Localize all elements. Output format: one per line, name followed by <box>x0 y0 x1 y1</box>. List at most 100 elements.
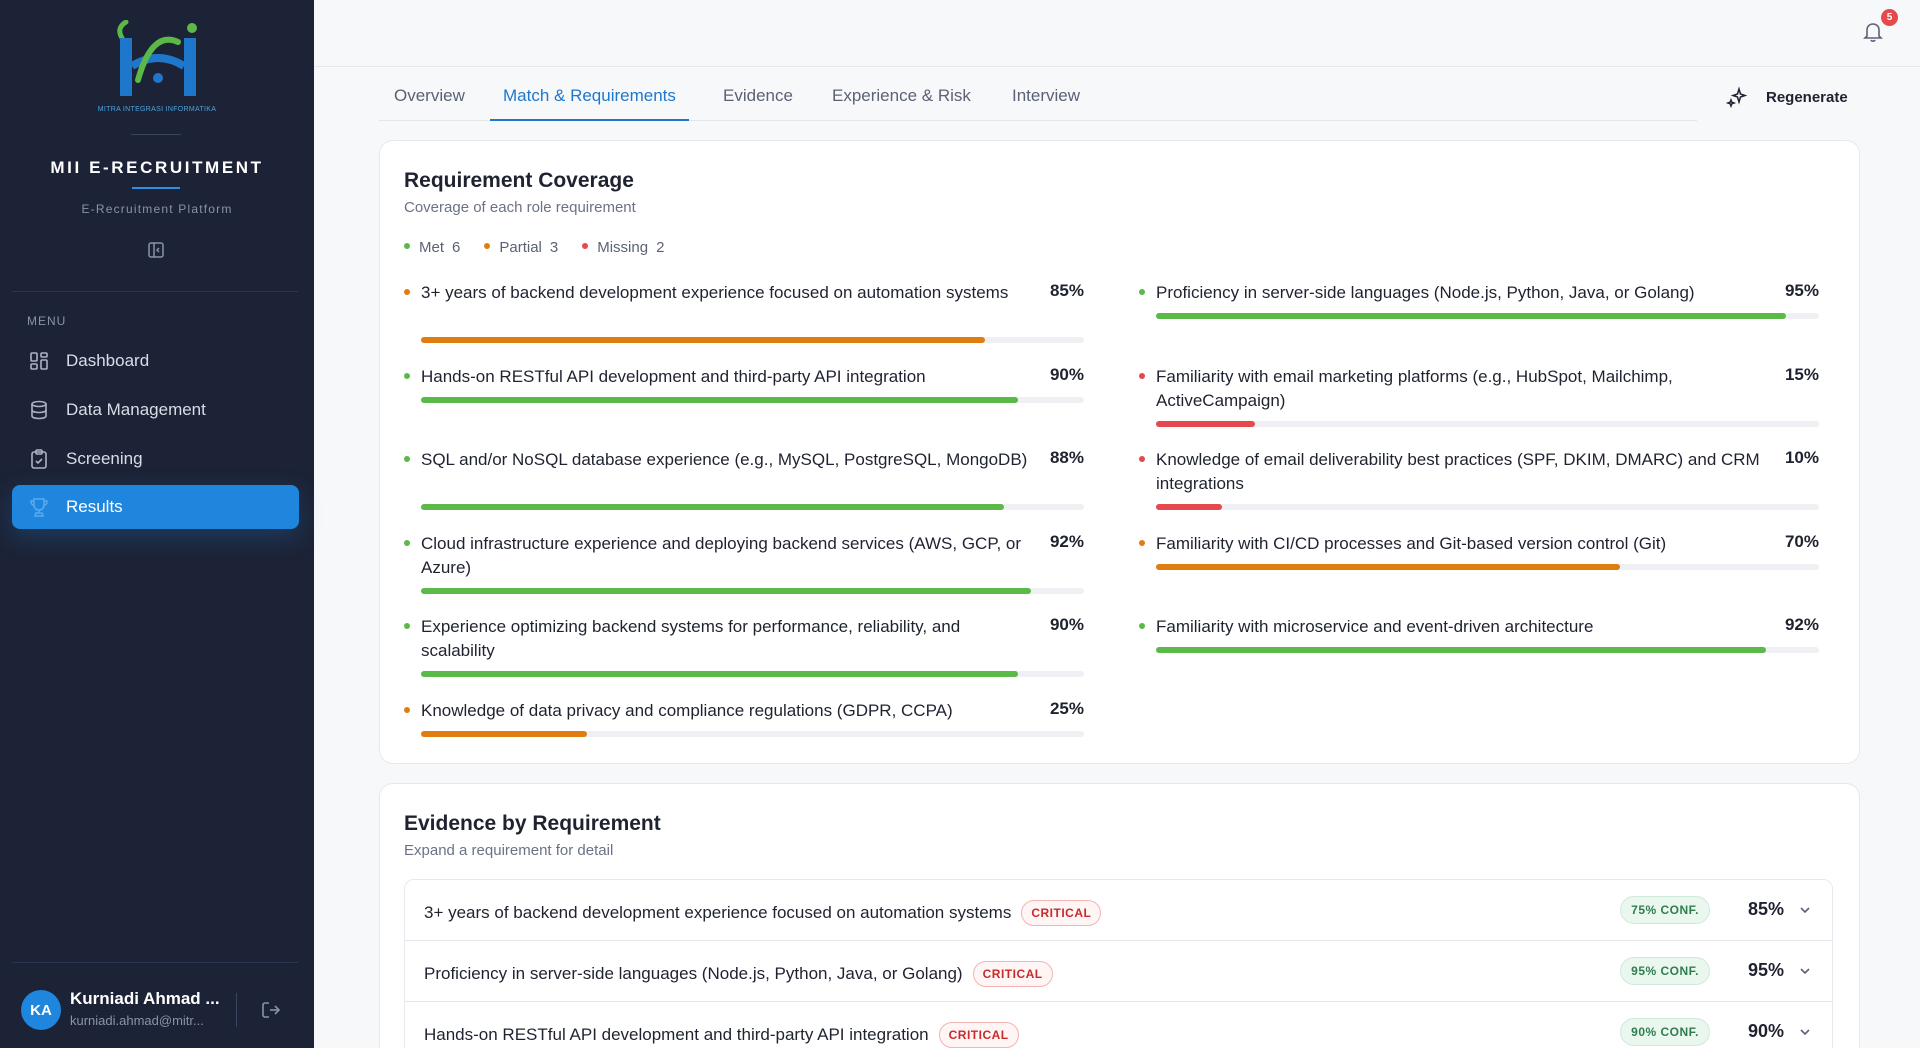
requirement-text: Proficiency in server-side languages (No… <box>1156 283 1695 302</box>
tab-match-requirements[interactable]: Match & Requirements <box>490 76 689 121</box>
status-dot <box>1139 373 1145 379</box>
sidebar-item-data-management[interactable]: Data Management <box>12 388 299 432</box>
status-dot <box>404 456 410 462</box>
progress-fill <box>421 588 1031 594</box>
card-title: Requirement Coverage <box>404 169 634 192</box>
confidence-badge: 95% CONF. <box>1620 957 1710 985</box>
logout-icon[interactable] <box>260 999 282 1021</box>
requirement-percent: 90% <box>1049 615 1084 634</box>
requirement-text: Cloud infrastructure experience and depl… <box>421 534 1022 577</box>
sidebar-item-label: Dashboard <box>66 351 150 370</box>
evidence-row[interactable]: 3+ years of backend development experien… <box>405 880 1832 941</box>
sidebar-item-dashboard[interactable]: Dashboard <box>12 339 299 383</box>
progress-track <box>1156 564 1819 570</box>
user-name: Kurniadi Ahmad ... <box>70 989 220 1008</box>
evidence-percent: 85% <box>1747 899 1784 919</box>
requirement-text: Experience optimizing backend systems fo… <box>421 617 961 660</box>
sparkle-icon <box>1726 86 1748 108</box>
evidence-row[interactable]: Proficiency in server-side languages (No… <box>405 941 1832 1002</box>
tab-overview[interactable]: Overview <box>394 86 465 105</box>
requirement-text: Knowledge of data privacy and compliance… <box>421 701 953 720</box>
status-dot <box>404 373 410 379</box>
progress-track <box>1156 647 1819 653</box>
collapse-sidebar-icon[interactable] <box>146 240 166 260</box>
progress-fill <box>1156 564 1621 570</box>
tab-experience-risk[interactable]: Experience & Risk <box>832 86 971 105</box>
database-icon <box>31 400 47 420</box>
user-email: kurniadi.ahmad@mitr... <box>70 1013 204 1028</box>
regenerate-button[interactable]: Regenerate <box>1726 84 1848 110</box>
progress-fill <box>1156 647 1766 653</box>
card-subtitle: Expand a requirement for detail <box>404 842 614 859</box>
requirement-text: Familiarity with email marketing platfor… <box>1156 367 1673 410</box>
card-title: Evidence by Requirement <box>404 812 661 835</box>
evidence-requirement-text: 3+ years of backend development experien… <box>424 903 1012 922</box>
sidebar-item-screening[interactable]: Screening <box>12 437 299 481</box>
status-dot <box>404 623 410 629</box>
confidence-badge: 90% CONF. <box>1620 1018 1710 1046</box>
avatar[interactable]: KA <box>21 990 61 1030</box>
requirement-percent: 15% <box>1784 365 1819 384</box>
status-dot <box>404 707 410 713</box>
brand-subtitle: E-Recruitment Platform <box>81 202 233 216</box>
sidebar-item-label: Screening <box>66 449 143 468</box>
logo-caption: MITRA INTEGRASI INFORMATIKA <box>97 106 217 113</box>
regenerate-label: Regenerate <box>1766 88 1848 106</box>
evidence-requirement-text: Proficiency in server-side languages (No… <box>424 964 963 983</box>
requirement-percent: 92% <box>1784 615 1819 634</box>
requirement-percent: 95% <box>1784 281 1819 300</box>
notification-bell-icon[interactable] <box>1862 20 1884 44</box>
progress-track <box>421 671 1084 677</box>
sidebar-item-label: Data Management <box>66 400 206 419</box>
requirement-coverage-card: Requirement Coverage Coverage of each ro… <box>379 140 1860 764</box>
progress-track <box>421 397 1084 403</box>
requirement-text: Familiarity with CI/CD processes and Git… <box>1156 534 1667 553</box>
status-dot <box>404 540 410 546</box>
tab-interview[interactable]: Interview <box>1012 86 1081 105</box>
critical-badge: CRITICAL <box>1021 900 1102 926</box>
logo-divider <box>131 134 181 135</box>
status-dot <box>1139 540 1145 546</box>
critical-badge: CRITICAL <box>938 1022 1019 1048</box>
progress-fill <box>1156 421 1256 427</box>
tab-bar: Overview Match & Requirements Evidence E… <box>379 76 1697 121</box>
sidebar-item-results[interactable]: Results <box>12 485 299 529</box>
requirement-percent: 92% <box>1049 532 1084 551</box>
sidebar: MITRA INTEGRASI INFORMATIKA MII E-RECRUI… <box>0 0 314 1048</box>
status-dot <box>1139 456 1145 462</box>
evidence-percent: 95% <box>1747 960 1784 980</box>
progress-fill <box>421 397 1018 403</box>
progress-track <box>421 731 1084 737</box>
evidence-row[interactable]: Hands-on RESTful API development and thi… <box>405 1002 1832 1048</box>
sidebar-item-label: Results <box>66 497 123 516</box>
critical-badge: CRITICAL <box>972 961 1053 987</box>
evidence-by-requirement-card: Evidence by Requirement Expand a require… <box>379 783 1860 1048</box>
progress-track <box>1156 313 1819 319</box>
progress-fill <box>421 731 587 737</box>
card-subtitle: Coverage of each role requirement <box>404 199 636 216</box>
requirement-percent: 70% <box>1784 532 1819 551</box>
progress-track <box>421 337 1084 343</box>
progress-fill <box>1156 504 1223 510</box>
tab-evidence[interactable]: Evidence <box>723 86 793 105</box>
status-dot <box>1139 623 1145 629</box>
requirement-percent: 10% <box>1784 448 1819 467</box>
notification-badge: 5 <box>1881 9 1898 26</box>
legend-missing: Missing 2 <box>582 239 664 256</box>
requirement-percent: 88% <box>1049 448 1084 467</box>
dashboard-icon <box>30 352 48 370</box>
user-divider <box>236 993 237 1027</box>
progress-track <box>1156 504 1819 510</box>
progress-fill <box>1156 313 1786 319</box>
legend-partial: Partial 3 <box>484 239 558 256</box>
chevron-down-icon[interactable] <box>1797 963 1813 979</box>
legend-met: Met 6 <box>404 239 460 256</box>
progress-fill <box>421 671 1018 677</box>
brand-underline <box>132 187 180 189</box>
chevron-down-icon[interactable] <box>1797 902 1813 918</box>
requirement-text: Hands-on RESTful API development and thi… <box>421 367 926 386</box>
evidence-list: 3+ years of backend development experien… <box>404 879 1833 1048</box>
menu-label: MENU <box>27 314 67 328</box>
chevron-down-icon[interactable] <box>1797 1024 1813 1040</box>
top-bar <box>314 0 1920 67</box>
